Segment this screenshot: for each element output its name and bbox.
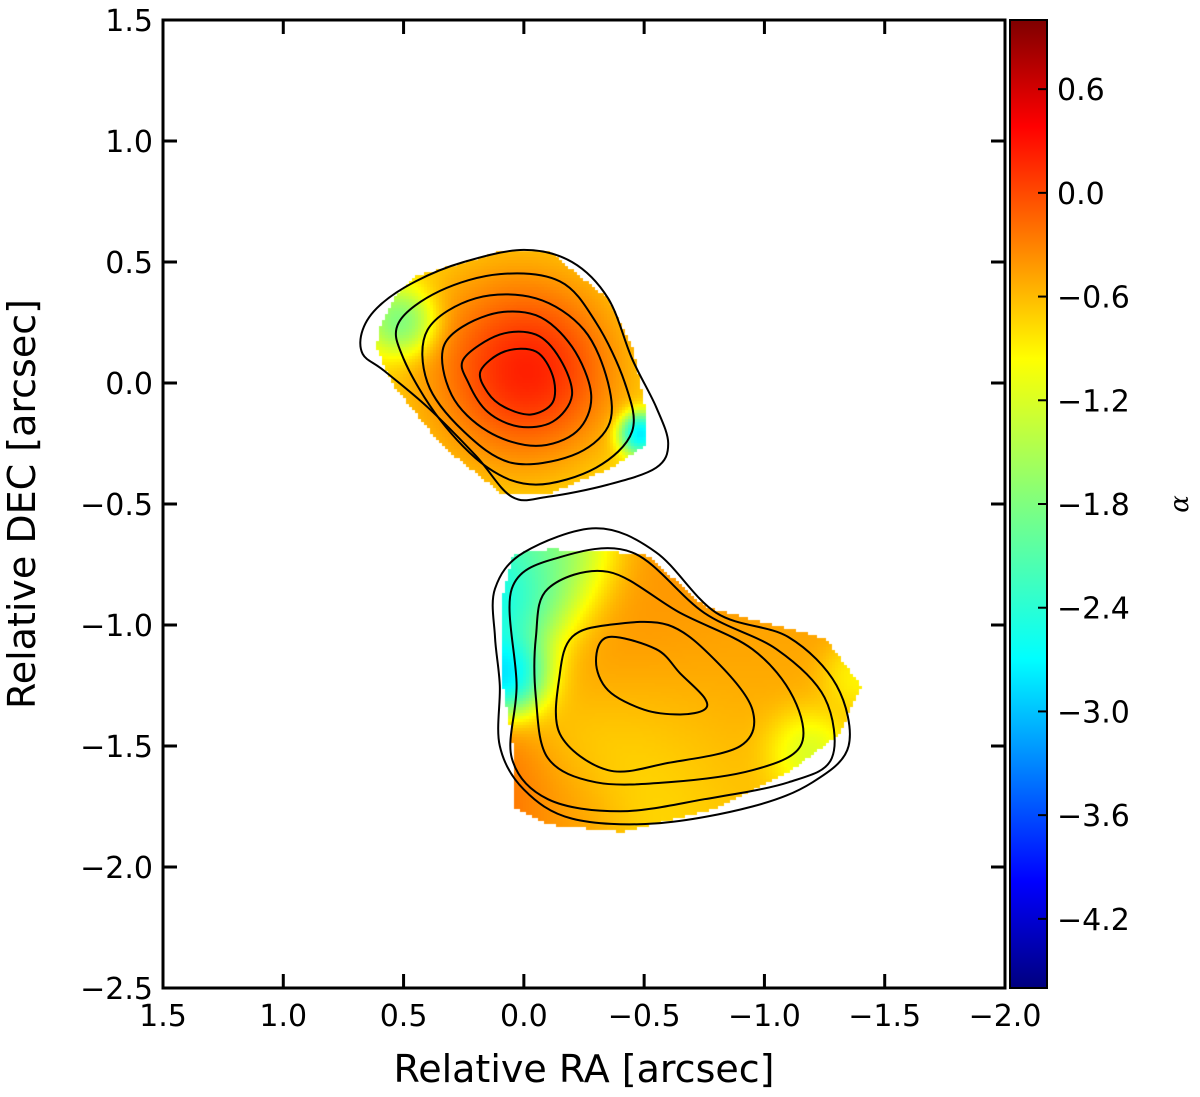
x-tick-label: 0.5 [380, 999, 428, 1034]
x-axis-label: Relative RA [arcsec] [394, 1047, 775, 1091]
colorbar-label: α [1165, 495, 1195, 513]
contour-line [460, 330, 574, 429]
y-tick-label: −0.5 [80, 488, 153, 523]
x-tick-label: −1.0 [728, 999, 801, 1034]
y-axis-label: Relative DEC [arcsec] [0, 299, 44, 709]
colorbar-tick-label: 0.6 [1057, 73, 1105, 108]
y-tick-label: 0.5 [105, 246, 153, 281]
contour-line [508, 547, 836, 813]
y-tick-label: −1.5 [80, 730, 153, 765]
contour-line [394, 272, 635, 486]
plot-area: 1.5 1.0 0.5 0.0 −0.5 −1.0 −1.5 −2.0 1.5 1.0 0.5 0.… [80, 4, 1041, 1034]
x-axis-ticks: 1.5 1.0 0.5 0.0 −0.5 −1.0 −1.5 −2.0 [139, 20, 1041, 1034]
x-tick-label: −1.5 [848, 999, 921, 1034]
colorbar-tick-label: −1.8 [1057, 488, 1130, 523]
contour-line [594, 635, 709, 716]
x-tick-label: 0.0 [500, 999, 548, 1034]
contour-line [441, 310, 593, 447]
colorbar-tick-label: −4.2 [1057, 903, 1130, 938]
colorbar-tick-label: −1.2 [1057, 384, 1130, 419]
contour-line [491, 527, 851, 826]
plot-frame [161, 18, 1007, 990]
colorbar: 0.6 0.0 −0.6 −1.2 −1.8 −2.4 −3.0 −3.6 −4.2 α [1009, 19, 1195, 989]
y-tick-label: −1.0 [80, 609, 153, 644]
contour-line [554, 620, 756, 773]
alpha-heatmap-image [163, 20, 1005, 988]
y-tick-label: 1.0 [105, 125, 153, 160]
x-tick-label: 1.0 [259, 999, 307, 1034]
colorbar-tick-label: −2.4 [1057, 592, 1130, 627]
contour-line [421, 293, 613, 466]
contour-layer [359, 248, 851, 826]
y-tick-label: −2.0 [80, 851, 153, 886]
y-tick-label: −2.5 [80, 972, 153, 1007]
colorbar-tick-label: −3.6 [1057, 799, 1130, 834]
colorbar-ticks: 0.6 0.0 −0.6 −1.2 −1.8 −2.4 −3.0 −3.6 −4.2 [1038, 73, 1130, 938]
colorbar-tick-label: −3.0 [1057, 695, 1130, 730]
contour-line [478, 347, 557, 416]
colorbar-tick-label: 0.0 [1057, 177, 1105, 212]
x-tick-label: −2.0 [969, 999, 1042, 1034]
x-tick-label: −0.5 [608, 999, 681, 1034]
colorbar-tick-label: −0.6 [1057, 281, 1130, 316]
contour-line [359, 248, 670, 502]
x-tick-label: 1.5 [139, 999, 187, 1034]
contour-line [533, 569, 805, 786]
y-axis-ticks: 1.5 1.0 0.5 0.0 −0.5 −1.0 −1.5 −2.0 −2.5 [80, 4, 1005, 1007]
y-tick-label: 1.5 [105, 4, 153, 39]
y-tick-label: 0.0 [105, 367, 153, 402]
